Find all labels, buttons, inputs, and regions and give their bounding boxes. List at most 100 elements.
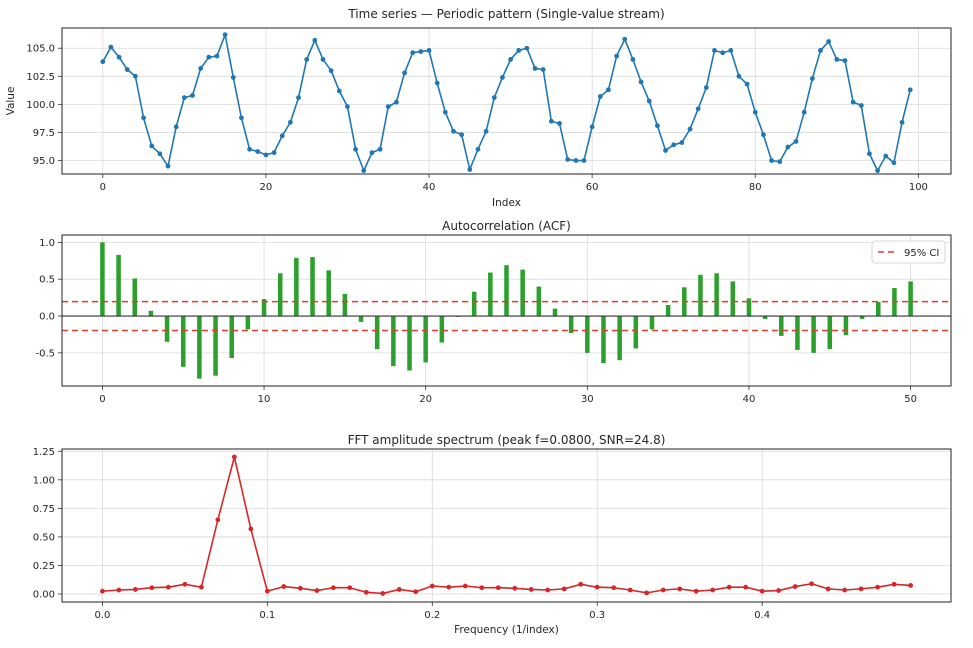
spectrum-point (380, 591, 386, 596)
y-tick-label: 0.00 (33, 590, 55, 601)
acf-bar (391, 316, 396, 367)
y-tick-label: 95.0 (33, 156, 55, 167)
x-axis-label: Frequency (1/index) (454, 624, 559, 636)
series-point (214, 53, 220, 59)
spectrum-point (165, 584, 171, 590)
series-point (271, 150, 277, 156)
spectrum-point (875, 584, 881, 590)
x-tick-label: 0.0 (94, 610, 110, 621)
acf-bar (908, 281, 913, 317)
spectrum-point (776, 588, 782, 593)
series-point (899, 119, 905, 125)
spectrum-point (495, 585, 501, 591)
series-point (589, 124, 595, 130)
x-tick-label: 0.2 (424, 610, 440, 621)
spectrum-point (363, 589, 369, 595)
series-point (165, 163, 171, 169)
spectrum-point (908, 583, 913, 588)
acf-bar (261, 299, 267, 317)
series-point (728, 48, 734, 53)
x-tick-label: 0.4 (754, 610, 770, 621)
spectrum-point (809, 581, 815, 587)
acf-bar (310, 257, 315, 317)
series-point (451, 128, 456, 134)
x-tick-label: 50 (904, 394, 917, 405)
x-tick-label: 10 (258, 394, 271, 405)
x-tick-label: 0 (100, 182, 106, 193)
series-point (777, 159, 783, 165)
acf-bar (439, 316, 445, 343)
y-axis-label: Value (5, 87, 17, 116)
plot-frame (61, 448, 952, 603)
acf-bar (827, 316, 833, 350)
spectrum-point (561, 586, 567, 592)
spectrum-point (347, 585, 353, 591)
series-point (540, 67, 546, 72)
series-point (157, 151, 163, 157)
acf-bar (229, 316, 234, 359)
acf-bar (180, 316, 186, 367)
spectrum-point (710, 587, 716, 593)
legend: 95% CI (871, 240, 946, 264)
spectrum-point (264, 588, 270, 594)
series-point (842, 58, 848, 63)
spectrum-point (198, 584, 204, 590)
series-point (867, 151, 872, 157)
acf-bar (568, 316, 574, 333)
acf-bar (504, 265, 509, 317)
series-point (646, 98, 652, 104)
series-point (410, 50, 416, 56)
series-point (133, 73, 138, 79)
spectrum-point (594, 584, 600, 590)
y-tick-label: -0.5 (35, 348, 55, 359)
acf-bar (617, 316, 622, 361)
series-point (198, 66, 204, 71)
y-tick-label: 1.00 (33, 475, 55, 486)
series-point (663, 148, 668, 153)
series-point (108, 44, 114, 50)
acf-bar (843, 316, 849, 336)
series-point (875, 168, 880, 174)
series-point (573, 158, 579, 163)
acf-bar (811, 316, 816, 353)
series-point (475, 146, 481, 152)
spectrum-point (743, 584, 749, 590)
y-tick-label: 1.25 (33, 447, 55, 458)
series-point (524, 45, 530, 51)
acf-bar (294, 257, 299, 317)
spectrum-point (759, 588, 765, 594)
acf-bar (779, 316, 784, 336)
series-point (336, 88, 342, 94)
y-tick-label: 0.0 (39, 312, 55, 323)
series-point (312, 37, 318, 43)
acf-bar (649, 316, 655, 330)
x-tick-label: 30 (581, 394, 594, 405)
y-tick-label: 0.25 (33, 561, 55, 572)
acf-bar (213, 316, 218, 376)
series-point (491, 95, 497, 101)
series-point (548, 118, 554, 124)
acf-bar (536, 286, 542, 317)
series-point (703, 85, 709, 90)
series-point (850, 99, 856, 105)
spectrum-point (677, 586, 683, 592)
series-point (247, 146, 252, 152)
series-point (402, 70, 407, 76)
spectrum-point (446, 584, 452, 590)
series-point (296, 95, 301, 101)
spectrum-point (611, 585, 617, 591)
x-tick-label: 0 (99, 394, 105, 405)
spectrum-point (726, 584, 732, 590)
series-point (442, 109, 448, 115)
legend-label: 95% CI (904, 248, 939, 259)
acf-bar (746, 298, 752, 317)
y-tick-label: 97.5 (33, 128, 55, 139)
series-point (809, 76, 815, 81)
spectrum-point (858, 586, 864, 592)
acf-bar (730, 281, 736, 317)
series-point (255, 149, 261, 154)
series-point (826, 39, 832, 44)
series-point (720, 50, 726, 56)
